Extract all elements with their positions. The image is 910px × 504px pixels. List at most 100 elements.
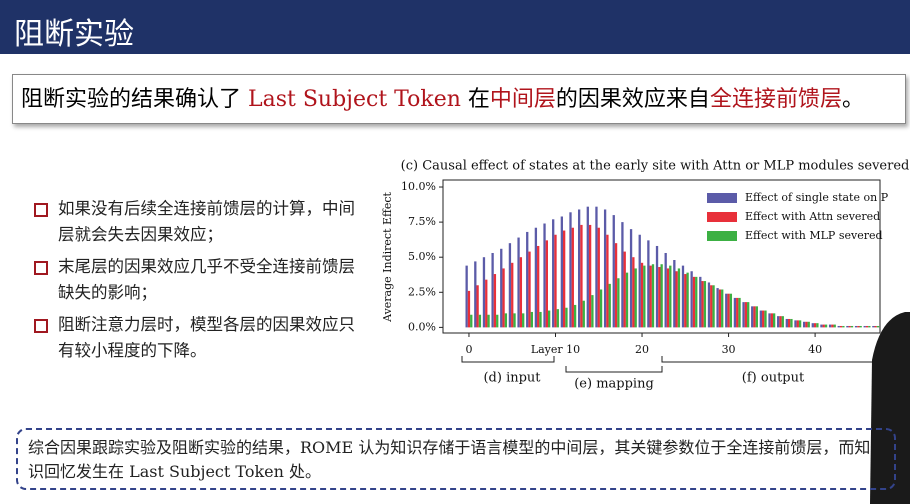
bar <box>762 310 765 328</box>
bar <box>519 257 523 328</box>
bar <box>681 265 685 328</box>
bar <box>599 289 603 328</box>
bar <box>658 267 661 328</box>
bar <box>781 316 784 328</box>
plot-frame <box>442 179 881 334</box>
bar <box>629 229 633 328</box>
bar <box>790 318 793 328</box>
statement-segment: 全连接前馈层 <box>709 87 842 112</box>
bar <box>727 293 730 328</box>
bar <box>634 268 637 328</box>
bar <box>476 285 479 328</box>
bullet-list: 如果没有后续全连接前馈层的计算，中间层就会失去因果效应； 末尾层的因果效应几乎不受… <box>32 196 362 370</box>
bar <box>768 313 771 328</box>
legend-label: Effect with MLP severed <box>745 229 883 242</box>
range-label: (f) output <box>742 371 805 386</box>
bar <box>777 316 780 328</box>
bar <box>805 321 808 328</box>
legend-swatch <box>707 231 737 241</box>
bar <box>528 251 531 328</box>
statement-segment: Last Subject Token <box>248 87 461 112</box>
bar <box>511 262 514 328</box>
x-tick-label: 30 <box>722 343 736 356</box>
bar <box>738 297 741 328</box>
bar <box>569 212 572 328</box>
bar <box>684 274 687 328</box>
y-tick-label: 7.5% <box>408 215 436 228</box>
bar <box>606 234 609 328</box>
bar <box>802 321 806 328</box>
range-bracket <box>661 356 877 363</box>
bar <box>770 313 773 328</box>
bar <box>701 281 704 328</box>
bar <box>876 325 880 328</box>
bar <box>502 268 505 328</box>
bar <box>522 313 525 328</box>
bar <box>666 268 670 328</box>
statement-segment: 的因果效应来自 <box>555 87 710 112</box>
bar <box>660 264 663 328</box>
bar <box>537 245 540 328</box>
bar <box>854 325 858 328</box>
statement-segment: 在 <box>460 87 490 112</box>
bar <box>779 316 782 328</box>
bar <box>556 309 559 328</box>
range-bracket <box>565 366 663 373</box>
bar <box>725 293 728 328</box>
bar <box>837 325 840 328</box>
bar <box>496 314 499 328</box>
bar <box>755 306 758 328</box>
bar <box>718 289 722 328</box>
bar <box>710 285 713 328</box>
bar <box>707 282 711 328</box>
bar <box>751 306 754 328</box>
bar <box>608 283 611 328</box>
chart-title: (c) Causal effect of states at the early… <box>401 159 910 174</box>
y-tick-label: 10.0% <box>401 180 436 193</box>
bar <box>712 285 715 328</box>
bar <box>721 289 724 328</box>
x-tick-label: 0 <box>465 343 472 356</box>
bar <box>828 324 832 328</box>
bar <box>573 304 577 328</box>
bar <box>517 237 520 328</box>
x-tick-label: Layer 10 <box>531 343 580 356</box>
bar <box>811 323 814 328</box>
bullet: 阻断注意力层时，模型各层的因果效应只有较小程度的下降。 <box>32 312 362 364</box>
bar <box>675 271 678 328</box>
title-bar: 阻断实验 <box>0 0 910 54</box>
statement-segment: 阻断实验的结果确认了 <box>21 87 248 112</box>
legend-swatch <box>707 212 737 222</box>
bar <box>842 325 845 328</box>
bar <box>554 234 557 328</box>
bar <box>530 311 533 328</box>
bar <box>813 323 817 328</box>
bar <box>859 325 862 328</box>
bullet: 如果没有后续全连接前馈层的计算，中间层就会失去因果效应； <box>32 196 362 248</box>
bar <box>651 264 655 328</box>
presenter <box>870 312 910 504</box>
bar <box>872 325 875 328</box>
bar <box>543 223 546 328</box>
bar <box>588 224 592 328</box>
y-axis-label: Average Indirect Effect <box>381 191 394 322</box>
bar <box>612 215 615 328</box>
x-tick-label: 20 <box>635 343 649 356</box>
bar <box>493 274 497 328</box>
range-label: (e) mapping <box>574 377 654 392</box>
bar <box>617 278 620 328</box>
bar <box>863 325 866 328</box>
bar <box>831 324 834 328</box>
bar <box>865 325 869 328</box>
legend-label: Effect with Attn severed <box>745 210 880 223</box>
range-bracket <box>461 356 555 363</box>
bar <box>539 311 542 328</box>
bar <box>491 252 494 328</box>
bar <box>733 297 737 328</box>
bar <box>655 245 659 328</box>
bar <box>839 325 843 328</box>
bar <box>603 209 607 328</box>
bar <box>623 251 626 328</box>
